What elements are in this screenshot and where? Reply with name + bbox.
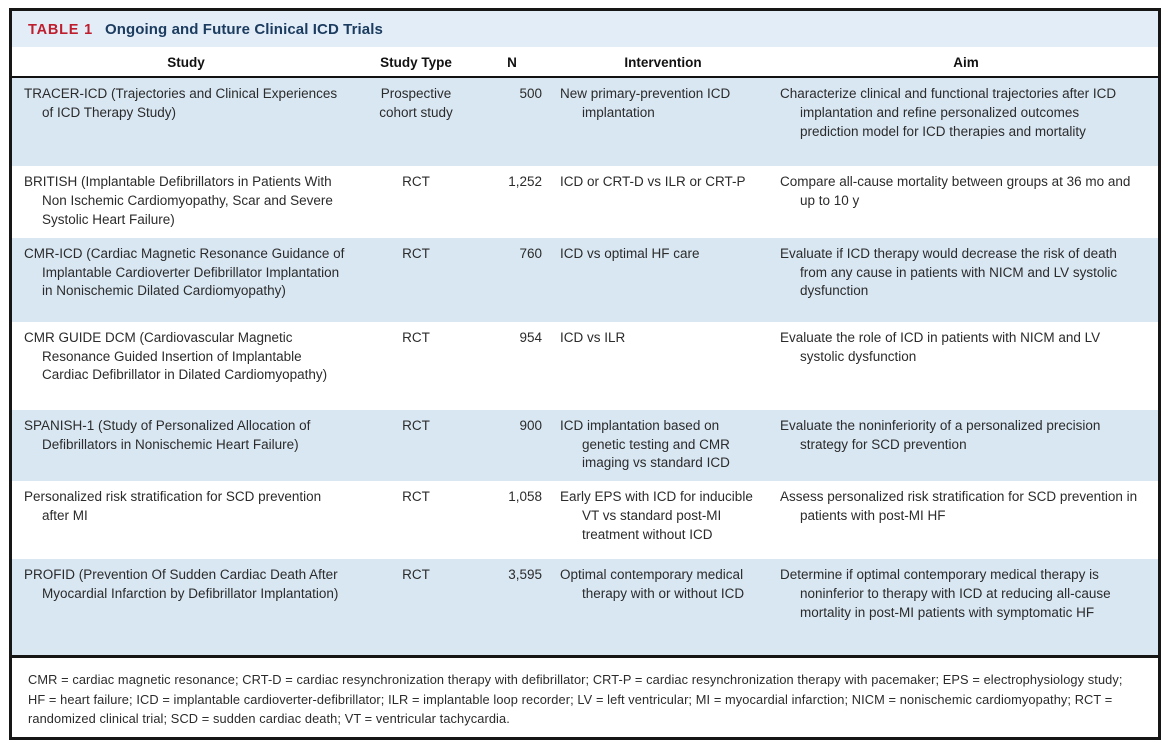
study-cell: TRACER-ICD (Trajectories and Clinical Ex… bbox=[24, 86, 338, 120]
table-number-label: TABLE 1 bbox=[28, 22, 93, 38]
aim-cell: Assess personalized risk stratification … bbox=[780, 489, 1138, 524]
table-row: CMR GUIDE DCM (Cardiovascular Magnetic R… bbox=[12, 322, 1158, 410]
study-type-cell: RCT bbox=[402, 417, 430, 433]
aim-cell: Evaluate the role of ICD in patients wit… bbox=[780, 329, 1101, 364]
table-row: PROFID (Prevention Of Sudden Cardiac Dea… bbox=[12, 559, 1158, 656]
table-title: Ongoing and Future Clinical ICD Trials bbox=[104, 21, 383, 38]
table-title-band: TABLE 1 Ongoing and Future Clinical ICD … bbox=[12, 11, 1158, 47]
column-header-row: Study Study Type N Intervention Aim bbox=[12, 47, 1158, 78]
aim-cell: Characterize clinical and functional tra… bbox=[780, 86, 1117, 139]
study-type-cell: RCT bbox=[402, 245, 430, 261]
aim-cell: Compare all-cause mortality between grou… bbox=[780, 174, 1131, 208]
column-header-study-type: Study Type bbox=[380, 55, 452, 70]
footnote-text: CMR = cardiac magnetic resonance; CRT-D … bbox=[28, 672, 1123, 726]
table-row: SPANISH-1 (Study of Personalized Allocat… bbox=[12, 409, 1158, 482]
n-cell: 3,595 bbox=[508, 567, 542, 583]
n-cell: 760 bbox=[519, 245, 542, 261]
study-cell: PROFID (Prevention Of Sudden Cardiac Dea… bbox=[24, 567, 339, 602]
intervention-cell: ICD or CRT-D vs ILR or CRT-P bbox=[560, 174, 746, 189]
intervention-cell: New primary-prevention ICD implantation bbox=[560, 86, 731, 120]
column-header-study: Study bbox=[167, 55, 205, 70]
table-row: Personalized risk stratification for SCD… bbox=[12, 481, 1158, 559]
column-header-n: N bbox=[507, 55, 517, 70]
study-type-cell: RCT bbox=[402, 567, 430, 583]
n-cell: 1,058 bbox=[508, 489, 542, 505]
study-cell: SPANISH-1 (Study of Personalized Allocat… bbox=[24, 417, 311, 452]
study-type-cell: RCT bbox=[402, 174, 430, 189]
study-type-cell: RCT bbox=[402, 489, 430, 505]
column-header-aim: Aim bbox=[953, 55, 979, 70]
table-row: BRITISH (Implantable Defibrillators in P… bbox=[12, 166, 1158, 238]
intervention-cell: ICD implantation based on genetic testin… bbox=[560, 417, 730, 471]
intervention-cell: ICD vs ILR bbox=[560, 329, 626, 345]
n-cell: 1,252 bbox=[508, 174, 542, 189]
intervention-cell: Early EPS with ICD for inducible VT vs s… bbox=[560, 489, 753, 543]
table-row: CMR-ICD (Cardiac Magnetic Resonance Guid… bbox=[12, 237, 1158, 322]
aim-cell: Evaluate the noninferiority of a persona… bbox=[780, 417, 1101, 452]
abbreviations-footnote: CMR = cardiac magnetic resonance; CRT-D … bbox=[12, 655, 1158, 737]
study-cell: BRITISH (Implantable Defibrillators in P… bbox=[24, 174, 333, 227]
study-cell: CMR GUIDE DCM (Cardiovascular Magnetic R… bbox=[24, 329, 328, 383]
study-type-cell: RCT bbox=[402, 329, 430, 345]
study-type-cell: Prospective cohort study bbox=[379, 86, 453, 120]
aim-cell: Evaluate if ICD therapy would decrease t… bbox=[780, 245, 1118, 299]
table-row: TRACER-ICD (Trajectories and Clinical Ex… bbox=[12, 78, 1158, 166]
study-cell: CMR-ICD (Cardiac Magnetic Resonance Guid… bbox=[24, 245, 345, 299]
intervention-cell: ICD vs optimal HF care bbox=[560, 245, 700, 261]
n-cell: 500 bbox=[519, 86, 542, 101]
aim-cell: Determine if optimal contemporary medica… bbox=[780, 567, 1111, 621]
table-body: TRACER-ICD (Trajectories and Clinical Ex… bbox=[12, 78, 1158, 656]
n-cell: 900 bbox=[519, 417, 542, 433]
column-header-intervention: Intervention bbox=[624, 55, 702, 70]
study-cell: Personalized risk stratification for SCD… bbox=[24, 489, 322, 524]
n-cell: 954 bbox=[519, 329, 542, 345]
table-1-card: TABLE 1 Ongoing and Future Clinical ICD … bbox=[9, 8, 1161, 740]
intervention-cell: Optimal contemporary medical therapy wit… bbox=[560, 567, 745, 602]
